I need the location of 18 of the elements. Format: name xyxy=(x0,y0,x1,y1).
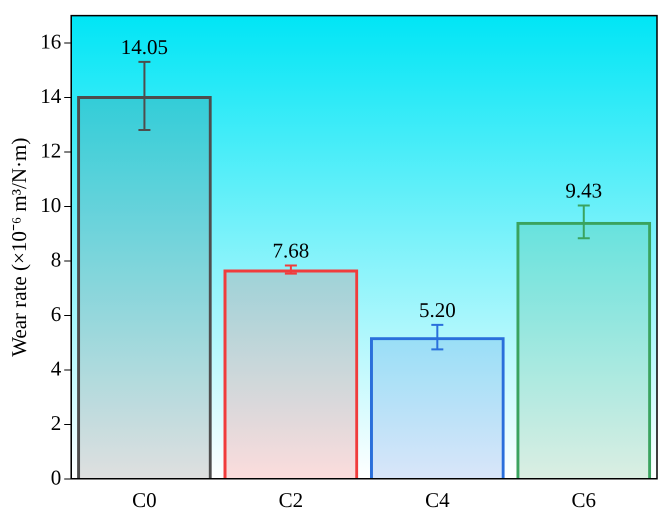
y-tick-label: 16 xyxy=(40,29,62,54)
x-tick-label: C2 xyxy=(278,488,304,512)
y-tick-label: 2 xyxy=(50,410,62,435)
x-tick-label: C6 xyxy=(572,488,596,512)
data-label: 14.05 xyxy=(120,34,168,59)
data-label: 7.68 xyxy=(272,238,310,262)
y-axis-title: Wear rate (×10⁻⁶ m³/N·m) xyxy=(7,138,32,357)
x-tick-label: C4 xyxy=(425,488,450,512)
y-tick-label: 4 xyxy=(50,356,62,380)
y-tick-label: 6 xyxy=(50,302,62,326)
data-label: 9.43 xyxy=(565,178,602,203)
y-tick-label: 8 xyxy=(50,247,62,272)
y-tick-label: 0 xyxy=(50,465,62,490)
x-tick-label: C0 xyxy=(132,488,157,512)
data-label: 5.20 xyxy=(418,298,456,322)
y-tick-label: 10 xyxy=(40,192,62,217)
y-tick-label: 12 xyxy=(40,138,62,162)
y-tick-label: 14 xyxy=(40,84,62,108)
